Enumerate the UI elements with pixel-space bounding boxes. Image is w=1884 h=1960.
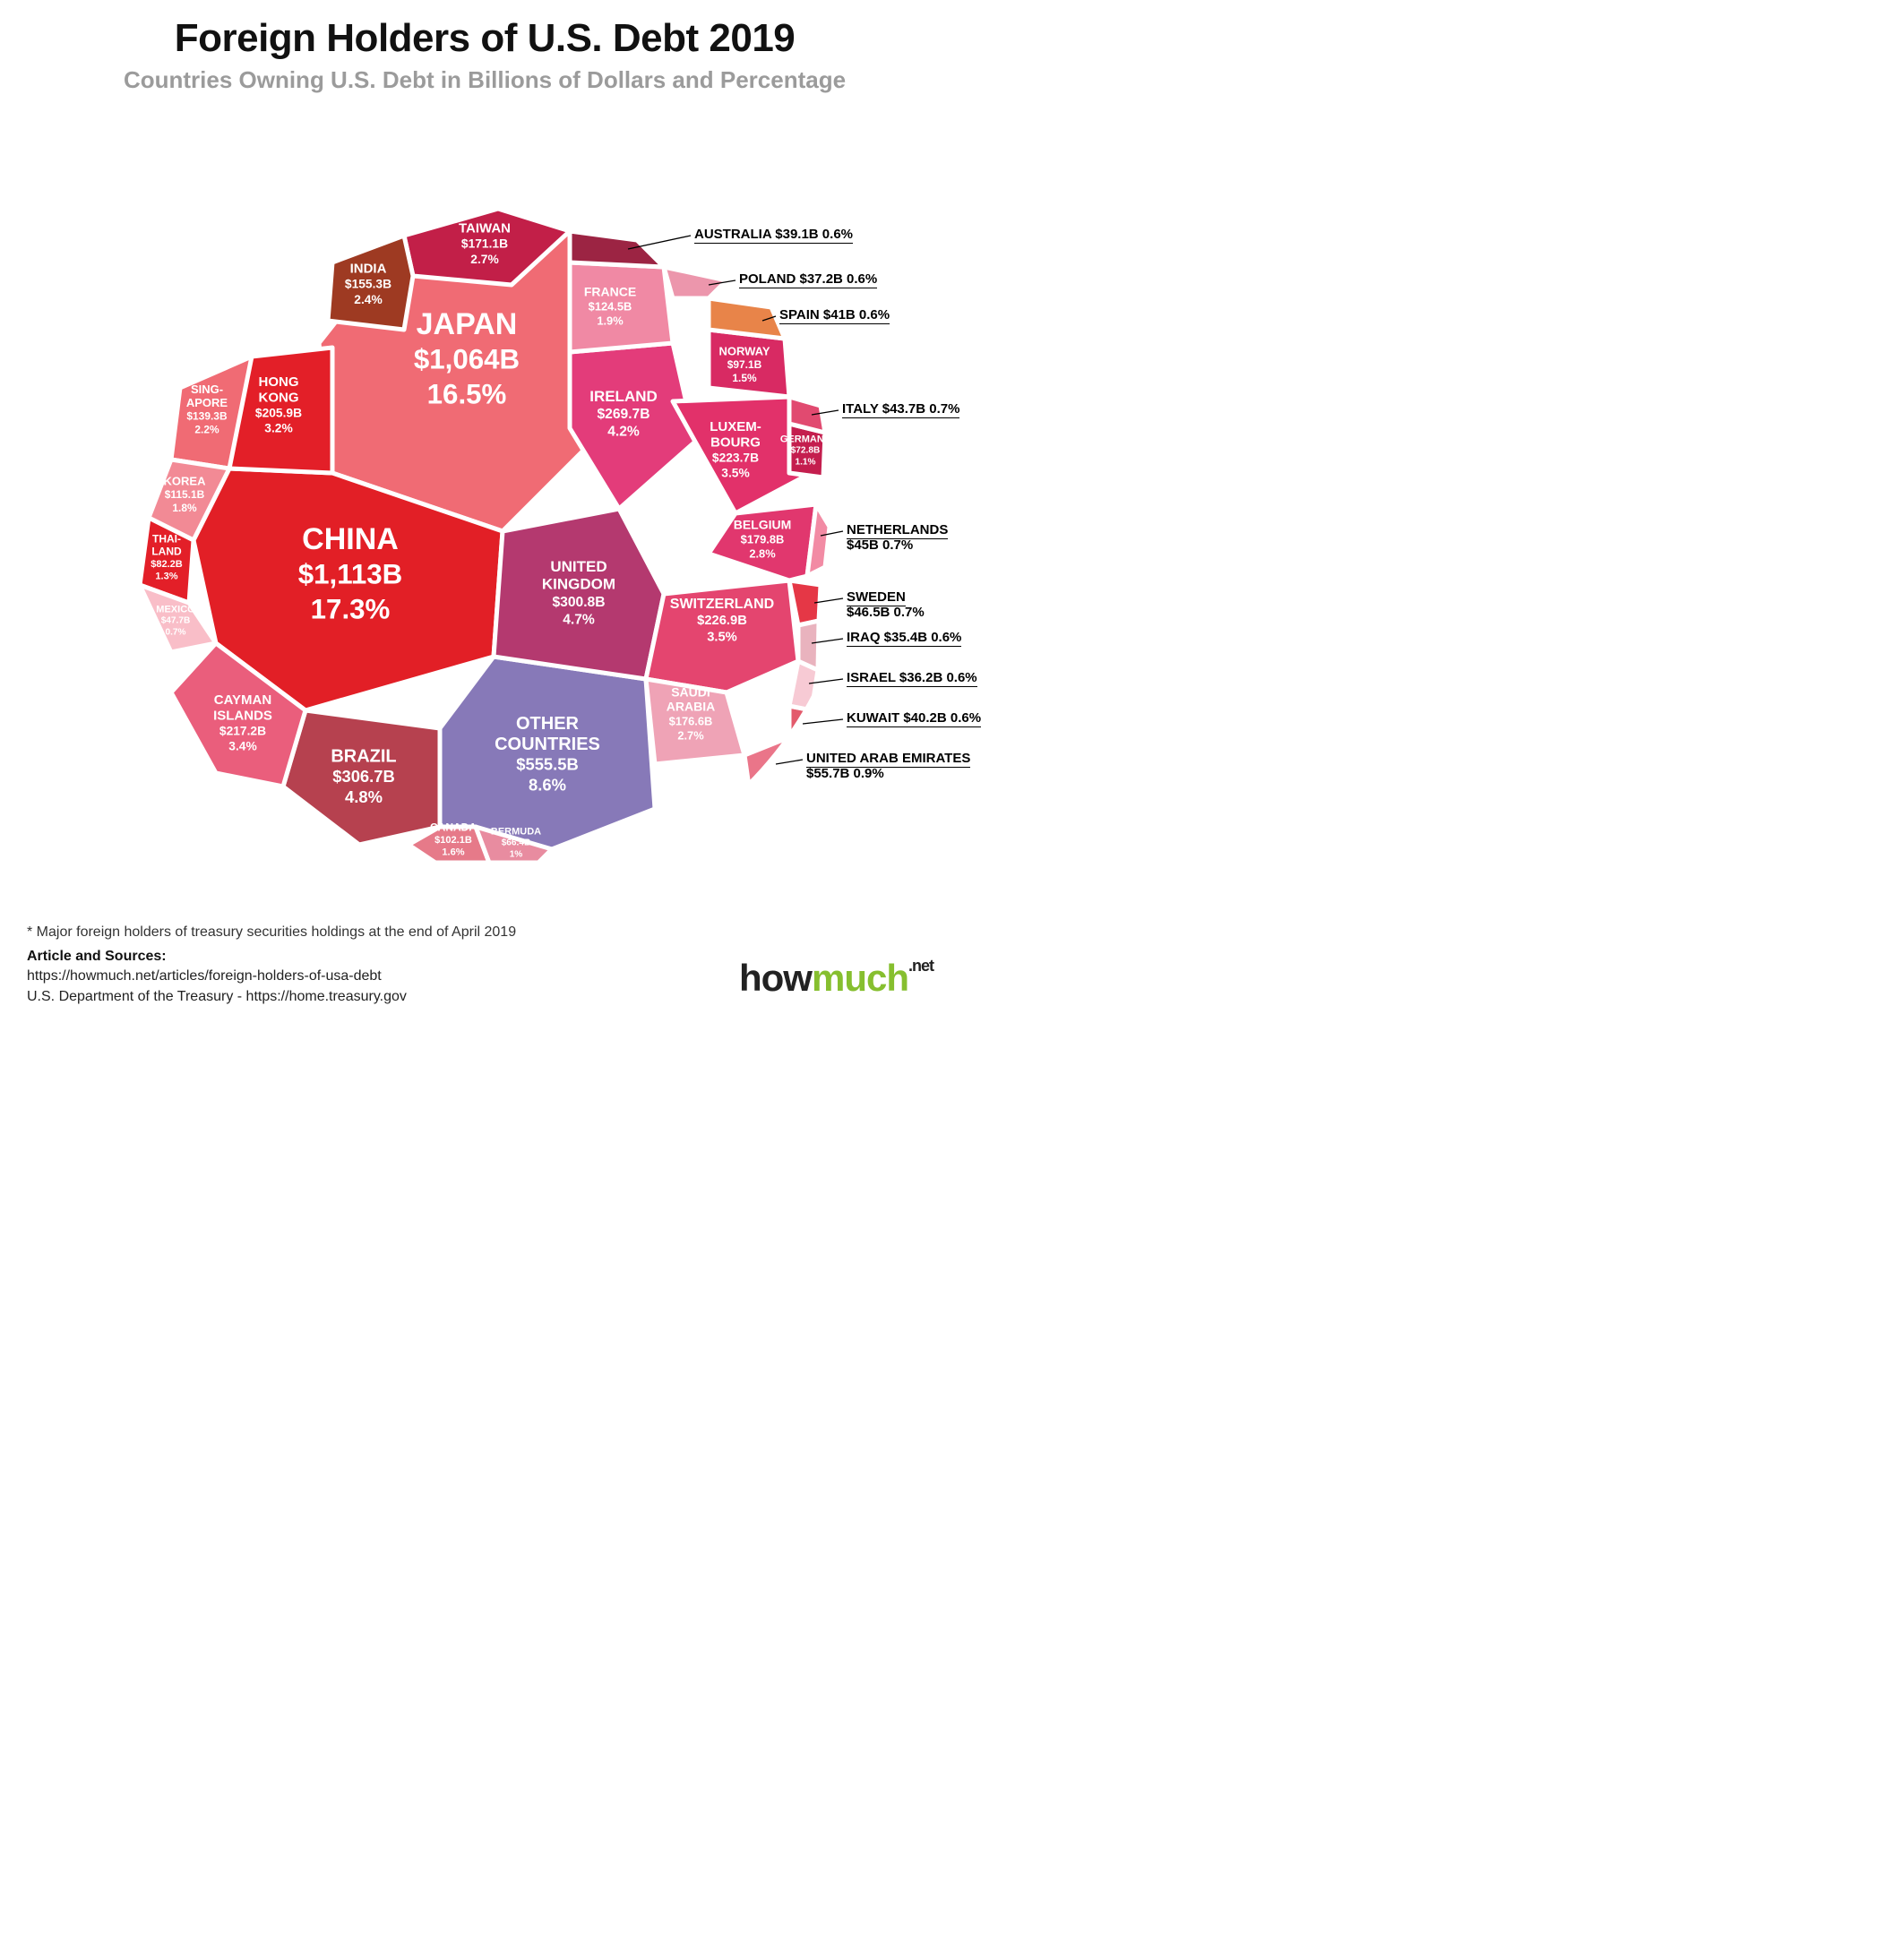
logo-much: much: [812, 957, 908, 999]
cell-spain: [709, 298, 785, 339]
cell-lux: LUXEM-BOURG$223.7B3.5%: [673, 397, 803, 513]
cell-iraq: [798, 621, 819, 670]
callout-sweden: SWEDEN$46.5B 0.7%: [847, 589, 925, 620]
cell-kuwait: [789, 706, 812, 742]
logo-net: .net: [908, 957, 933, 975]
callout-uae: UNITED ARAB EMIRATES$55.7B 0.9%: [806, 751, 970, 781]
cell-australia: [570, 231, 664, 267]
cell-other: OTHERCOUNTRIES$555.5B8.6%: [440, 657, 655, 849]
page-subtitle: Countries Owning U.S. Debt in Billions o…: [0, 66, 969, 94]
logo-how: how: [739, 957, 812, 999]
cell-poland: [664, 267, 727, 298]
callout-spain: SPAIN $41B 0.6%: [779, 307, 890, 322]
source-1: https://howmuch.net/articles/foreign-hol…: [27, 967, 516, 986]
callout-poland: POLAND $37.2B 0.6%: [739, 271, 877, 287]
footnote: * Major foreign holders of treasury secu…: [27, 923, 516, 942]
cell-france: FRANCE$124.5B1.9%: [570, 262, 673, 352]
callout-australia: AUSTRALIA $39.1B 0.6%: [694, 227, 853, 242]
sources-label: Article and Sources:: [27, 947, 516, 967]
cell-uk: UNITEDKINGDOM$300.8B4.7%: [494, 509, 664, 679]
callout-italy: ITALY $43.7B 0.7%: [842, 401, 959, 417]
howmuch-logo: howmuch.net: [739, 957, 933, 1000]
cell-ireland: IRELAND$269.7B4.2%: [570, 343, 695, 509]
source-2: U.S. Department of the Treasury - https:…: [27, 987, 516, 1007]
voronoi-chart: JAPAN$1,064B16.5%CHINA$1,113B17.3%OTHERC…: [82, 119, 888, 925]
callout-israel: ISRAEL $36.2B 0.6%: [847, 670, 977, 685]
cell-switzerland: SWITZERLAND$226.9B3.5%: [646, 580, 798, 692]
callout-iraq: IRAQ $35.4B 0.6%: [847, 630, 961, 645]
cell-india: INDIA$155.3B2.4%: [328, 236, 413, 330]
callout-kuwait: KUWAIT $40.2B 0.6%: [847, 710, 981, 726]
callout-netherlands: NETHERLANDS$45B 0.7%: [847, 522, 948, 553]
cell-belgium: BELGIUM$179.8B2.8%: [709, 504, 816, 580]
footer: * Major foreign holders of treasury secu…: [27, 923, 516, 1007]
page-title: Foreign Holders of U.S. Debt 2019: [0, 16, 969, 61]
cell-brazil: BRAZIL$306.7B4.8%: [283, 710, 440, 845]
cell-italy: [789, 397, 825, 433]
